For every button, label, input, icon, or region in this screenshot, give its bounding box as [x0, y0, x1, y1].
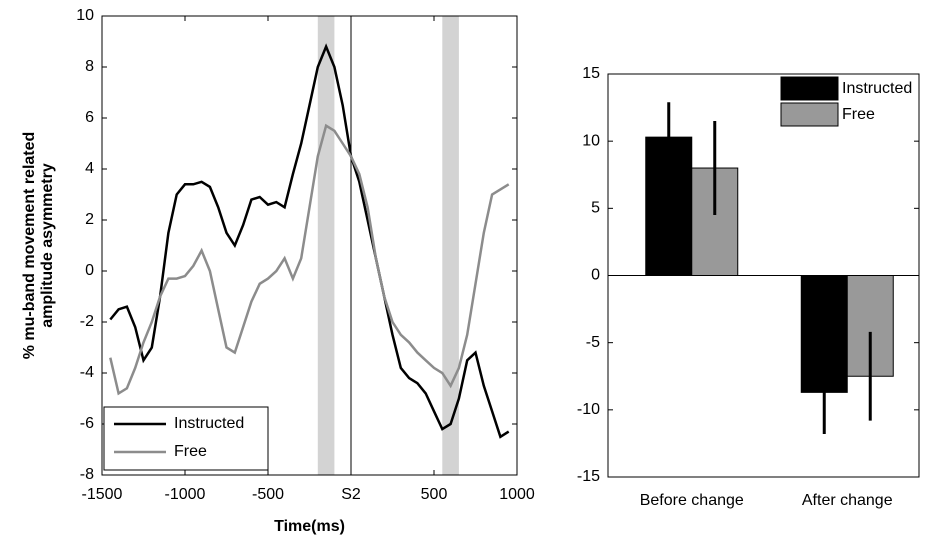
y-tick-label: 10 — [582, 132, 600, 149]
y-tick-label: 4 — [85, 160, 94, 177]
y-tick-label: 8 — [85, 58, 94, 75]
shaded-band — [317, 16, 335, 475]
legend-swatch — [780, 102, 839, 127]
x-tick-label: After change — [802, 492, 893, 509]
line-series — [109, 43, 510, 439]
y-tick-label: -5 — [586, 334, 600, 351]
x-tick-label: 1000 — [499, 486, 535, 503]
x-tick-label: -500 — [252, 486, 284, 503]
y-tick-label: -6 — [80, 415, 94, 432]
y-tick-label: 6 — [85, 109, 94, 126]
x-tick-label: -1000 — [165, 486, 206, 503]
y-tick-label: -10 — [577, 401, 600, 418]
x-tick-label: -1500 — [82, 486, 123, 503]
y-tick-label: 5 — [591, 200, 600, 217]
x-tick-label: 500 — [421, 486, 448, 503]
y-axis-label: amplitude asymmetry — [39, 163, 56, 328]
y-tick-label: -15 — [577, 468, 600, 485]
y-tick-label: 0 — [591, 267, 600, 284]
y-axis-label: % mu-band movement related — [21, 132, 38, 360]
x-tick-label: S2 — [341, 486, 361, 503]
y-tick-label: -8 — [80, 466, 94, 483]
legend-label: Free — [842, 106, 875, 123]
y-tick-label: -2 — [80, 313, 94, 330]
legend-label: Free — [174, 443, 207, 460]
legend-label: Instructed — [842, 80, 912, 97]
shaded-band — [442, 16, 459, 475]
y-tick-label: 10 — [76, 7, 94, 24]
x-tick-label: Before change — [640, 492, 744, 509]
y-tick-label: 2 — [85, 211, 94, 228]
x-axis-label: Time(ms) — [274, 518, 345, 535]
y-tick-label: 0 — [85, 262, 94, 279]
legend-box — [103, 406, 269, 471]
legend-label: Instructed — [174, 415, 244, 432]
y-tick-label: 15 — [582, 65, 600, 82]
plot-frame — [101, 15, 518, 476]
line-series — [109, 123, 510, 396]
y-tick-label: -4 — [80, 364, 94, 381]
legend-swatch — [780, 76, 839, 101]
